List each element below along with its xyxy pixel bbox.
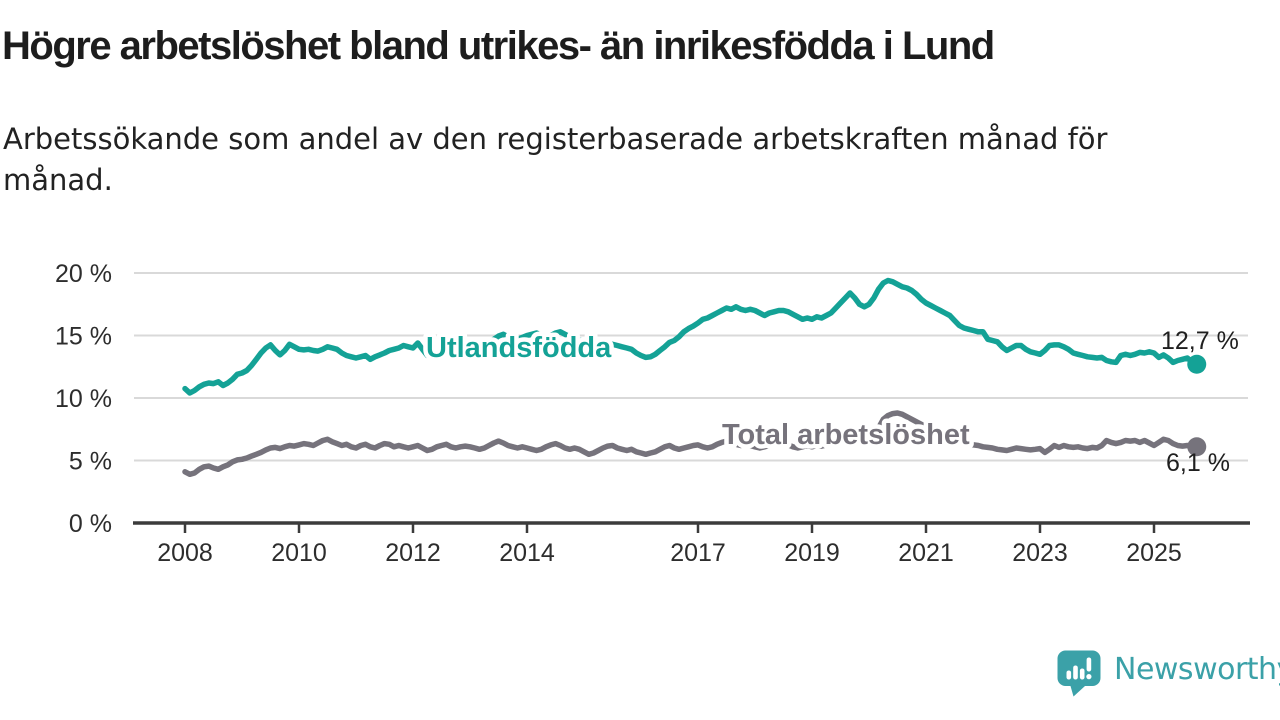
series-line-utlandsfodda: [182, 277, 1200, 396]
series-label-utlandsfodda: Utlandsfödda: [426, 332, 612, 364]
brand-name: Newsworthy: [1114, 652, 1280, 687]
y-tick-label: 5 %: [69, 448, 112, 476]
x-tick-label: 2019: [784, 539, 840, 567]
x-tick-label: 2025: [1126, 539, 1182, 567]
x-tick-label: 2021: [898, 539, 954, 567]
y-tick-label: 15 %: [55, 323, 112, 351]
x-tick-label: 2008: [157, 539, 213, 567]
y-tick-label: 20 %: [55, 260, 112, 288]
series-end-dot-utlandsfodda: [1187, 354, 1207, 374]
x-tick-label: 2010: [271, 539, 327, 567]
y-tick-label: 10 %: [55, 385, 112, 413]
series-label-total-arbetsloshet: Total arbetslöshet: [722, 419, 970, 451]
x-axis-labels: 2008 2010 2012 2014 2017 2019 2021 2023 2025: [157, 539, 1182, 567]
series-end-dot-total-arbetsloshet: [1187, 437, 1207, 457]
brand-footer: Newsworthy: [1056, 649, 1280, 697]
end-value-label-utlandsfodda: 12,7 %: [1161, 327, 1239, 355]
x-tick-label: 2017: [670, 539, 726, 567]
chart-subtitle: Arbetssökande som andel av den registerb…: [3, 122, 1108, 197]
y-tick-label: 0 %: [69, 510, 112, 538]
x-tick-label: 2012: [385, 539, 441, 567]
y-gridlines: [134, 272, 1248, 462]
series-line-total-arbetsloshet: [182, 410, 1200, 478]
y-axis-labels: 0 % 5 % 10 % 15 % 20 %: [55, 260, 112, 538]
x-tick-label: 2023: [1012, 539, 1068, 567]
logo-bar-chart-glyph: [1066, 657, 1092, 680]
chart-title: Högre arbetslöshet bland utrikes- än inr…: [2, 24, 995, 68]
end-value-label-total-arbetsloshet: 6,1 %: [1166, 449, 1230, 477]
newsworthy-logo-icon: [1057, 650, 1101, 697]
x-axis-ticks: [183, 523, 1156, 533]
x-tick-label: 2014: [499, 539, 555, 567]
